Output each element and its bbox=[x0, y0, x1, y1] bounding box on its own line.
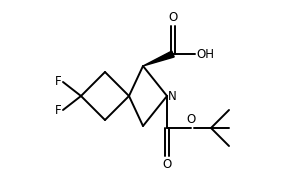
Text: N: N bbox=[168, 89, 177, 102]
Text: F: F bbox=[55, 75, 62, 88]
Text: OH: OH bbox=[196, 47, 214, 61]
Text: O: O bbox=[162, 158, 172, 171]
Text: F: F bbox=[55, 104, 62, 117]
Text: O: O bbox=[168, 11, 177, 24]
Polygon shape bbox=[143, 51, 174, 66]
Text: O: O bbox=[186, 113, 196, 126]
